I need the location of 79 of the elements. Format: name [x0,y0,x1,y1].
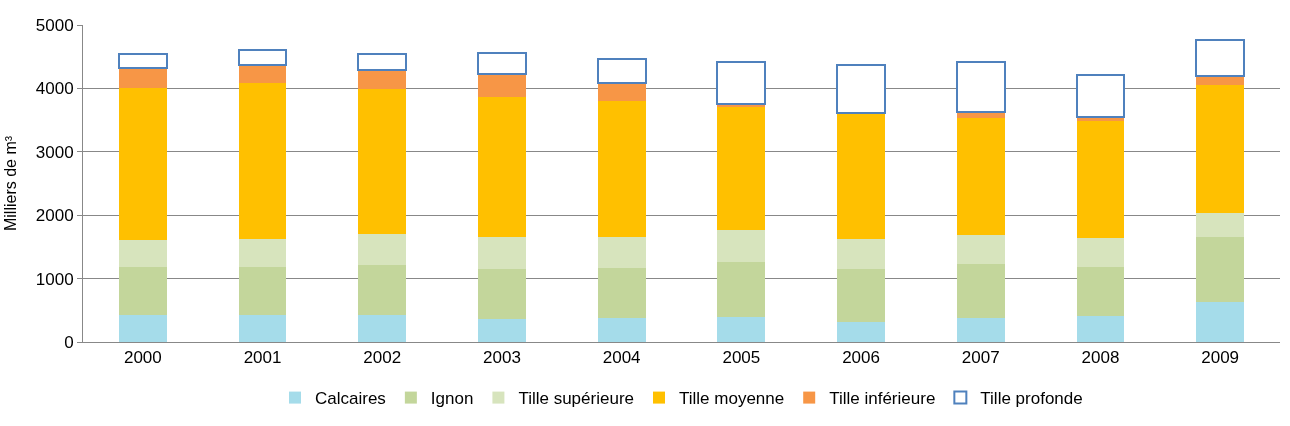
bar [478,318,526,342]
bar [238,314,287,342]
bar [956,235,1005,265]
bar [597,267,646,318]
bar [238,239,287,267]
legend-label: Tille profonde [980,389,1083,409]
bar [597,317,646,342]
bar [237,49,288,66]
bar [358,233,407,265]
x-tick-label: 2008 [1081,348,1120,368]
bar [477,51,527,76]
bar [956,264,1005,318]
y-tick-label: 1000 [35,269,74,289]
bar [118,315,167,342]
bar [956,118,1005,236]
y-axis-title: Milliers de m³ [1,135,19,232]
bar [717,262,766,317]
bar [117,52,168,70]
bar [238,266,287,315]
bar [358,264,407,316]
legend-label: Ignon [430,389,474,409]
bar [717,316,766,342]
bar [358,70,407,90]
bar [716,61,767,106]
y-tick-label: 5000 [35,15,74,35]
bar [837,269,885,322]
x-tick-label: 2009 [1201,348,1240,368]
legend-label: Tille inférieure [829,389,936,409]
bar [1196,84,1245,213]
bar [118,88,167,240]
y-tick-label: 2000 [35,206,74,226]
x-tick-label: 2001 [243,348,282,368]
bar [478,74,526,97]
bar [836,63,886,115]
bar [1076,121,1125,239]
bar [837,321,885,342]
bar [478,236,526,270]
legend-label: Tille supérieure [518,389,634,409]
x-tick-label: 2006 [842,348,880,368]
bar [837,113,885,239]
bar [597,82,646,102]
bar [118,267,167,316]
bar [1196,76,1245,85]
bar [717,230,766,263]
bar [1196,236,1245,303]
bar [478,269,526,319]
bar [358,89,407,234]
bar [357,52,408,72]
bar [955,61,1006,114]
bar [1196,212,1245,237]
bar [597,237,646,268]
bar [118,239,167,268]
x-tick-label: 2004 [602,348,641,368]
bar [1076,316,1125,342]
x-tick-label: 2005 [722,348,761,368]
x-tick-label: 2002 [363,348,402,368]
bar [1195,38,1246,78]
bar [1076,238,1125,268]
bar [956,317,1005,342]
bar [1075,74,1126,118]
x-tick-label: 2007 [961,348,1000,368]
bar [1076,267,1125,317]
bar [717,106,766,231]
bar [596,57,647,84]
bar [118,68,167,89]
legend-label: Calcaires [315,389,386,409]
bar [837,238,885,270]
x-tick-label: 2000 [123,348,162,368]
x-tick-label: 2003 [483,348,521,368]
bar [238,64,287,84]
y-tick-label: 3000 [35,142,74,162]
y-tick-label: 4000 [35,79,74,99]
bar [478,96,526,237]
bar [597,101,646,238]
y-tick-label: 0 [64,332,74,352]
legend-label: Tille moyenne [679,389,785,409]
bar [238,83,287,240]
bar [1196,302,1245,342]
bar [358,315,407,342]
